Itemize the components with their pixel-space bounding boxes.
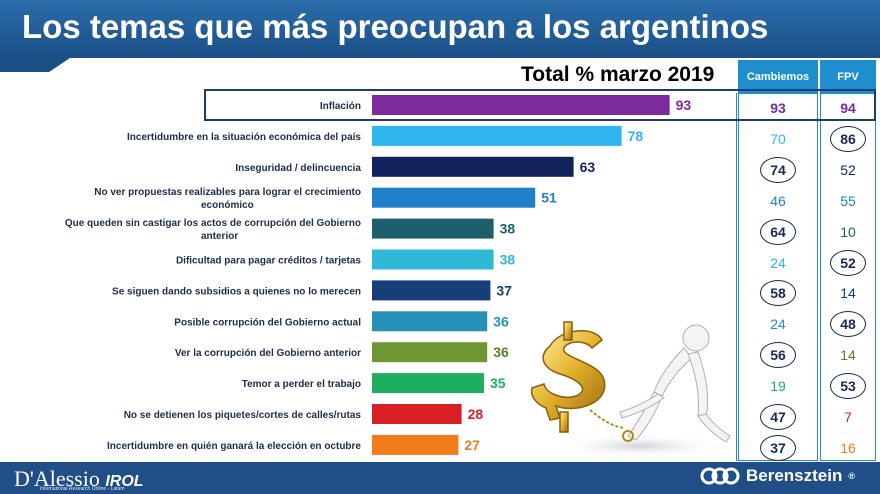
bar-10	[372, 404, 462, 424]
category-label: Dificultad para pagar créditos / tarjeta…	[176, 256, 361, 267]
category-label: Posible corrupción del Gobierno actual	[174, 317, 361, 328]
bar-value-label: 93	[676, 97, 692, 113]
bar-6	[372, 280, 491, 301]
bar-chart: 93 Inflación 78 Incertidumbre en la situaci…	[65, 95, 692, 455]
table-cell-fpv: 16	[840, 439, 856, 456]
category-label: Inseguridad / delincuencia	[235, 163, 361, 174]
bar-5	[372, 249, 494, 270]
table-cell-cambiemos: 58	[738, 280, 818, 307]
table-cell-cambiemos: 24	[770, 254, 786, 271]
chart-title: Total % marzo 2019	[521, 63, 715, 86]
bar-value-label: 36	[493, 344, 509, 360]
table-cell-fpv: 94	[840, 100, 856, 116]
registered-mark: ®	[848, 471, 856, 481]
table-cell-fpv: 14	[840, 285, 856, 302]
table-column-fpv	[820, 93, 876, 461]
bar-value-label: 63	[580, 159, 596, 175]
table-cell-fpv: 48	[820, 311, 876, 338]
table-cell-cambiemos: 24	[770, 316, 786, 333]
table-cell-fpv: 10	[840, 223, 856, 240]
dalessio-brand: D'Alessio	[14, 466, 100, 491]
column-header-cambiemos: Cambiemos	[738, 60, 818, 93]
bar-0	[372, 95, 670, 115]
berensztein-mark-icon	[700, 467, 740, 485]
bar-8	[372, 342, 488, 363]
footer-bar	[0, 462, 880, 494]
table-cell-fpv: 14	[840, 347, 856, 364]
table-cell-cambiemos: 37	[738, 434, 818, 461]
bar-value-label: 27	[464, 437, 480, 453]
table-cell-fpv: 53	[820, 373, 876, 400]
bar-7	[372, 311, 488, 332]
bar-4	[372, 218, 494, 239]
category-label: Incertidumbre en quién ganará la elecció…	[107, 441, 361, 452]
table-cell-cambiemos: 56	[738, 342, 818, 369]
table-cell-cambiemos: 93	[770, 100, 786, 116]
bar-value-label: 38	[500, 221, 516, 237]
figure-dragging-dollar-icon	[530, 321, 731, 458]
category-label: No se detienen los piquetes/cortes de ca…	[124, 410, 362, 421]
category-label: Incertidumbre en la situación económica …	[127, 132, 361, 143]
berensztein-brand: Berensztein	[746, 466, 843, 485]
table-cell-cambiemos: 46	[770, 192, 786, 209]
table-cell-fpv: 55	[840, 192, 856, 209]
category-label: Que queden sin castigar los actos de cor…	[65, 218, 361, 242]
bar-9	[372, 373, 484, 394]
bar-1	[372, 125, 622, 146]
category-label: Inflación	[320, 101, 361, 112]
bar-value-label: 37	[496, 282, 512, 298]
bar-value-label: 28	[468, 406, 484, 422]
table-cell-cambiemos: 64	[738, 218, 818, 245]
category-label: No ver propuestas realizables para logra…	[94, 187, 361, 211]
page-title: Los temas que más preocupan a los argent…	[22, 8, 769, 45]
category-label: Se siguen dando subsidios a quienes no l…	[112, 286, 361, 297]
table-cell-cambiemos: 70	[770, 130, 786, 147]
bar-value-label: 78	[628, 128, 644, 144]
table-cell-fpv: 86	[820, 125, 876, 152]
berensztein-logo: Berensztein ®	[700, 466, 855, 486]
table-separator	[736, 93, 737, 461]
bar-value-label: 35	[490, 375, 506, 391]
bar-3	[372, 187, 536, 208]
dalessio-tagline: International Research Online - Latam	[40, 486, 125, 492]
table-cell-cambiemos: 19	[770, 378, 786, 395]
bar-value-label: 38	[500, 252, 516, 268]
table-cell-fpv: 52	[840, 161, 856, 178]
dalessio-logo: D'Alessio IROL	[14, 466, 144, 492]
bar-value-label: 36	[493, 313, 509, 329]
bar-11	[372, 434, 459, 455]
table-cell-fpv: 52	[820, 249, 876, 276]
header-bar	[0, 0, 880, 58]
category-label: Ver la corrupción del Gobierno anterior	[175, 348, 361, 359]
inflation-highlight-box	[204, 89, 876, 121]
category-label: Temor a perder el trabajo	[242, 379, 361, 390]
bar-2	[372, 156, 574, 177]
table-cell-cambiemos: 74	[738, 156, 818, 183]
table-cell-cambiemos: 47	[738, 404, 818, 430]
header-tab	[0, 58, 70, 72]
dalessio-suffix: IROL	[105, 473, 144, 490]
column-header-fpv: FPV	[820, 60, 876, 93]
bar-value-label: 51	[541, 190, 557, 206]
table-cell-fpv: 7	[844, 409, 852, 425]
